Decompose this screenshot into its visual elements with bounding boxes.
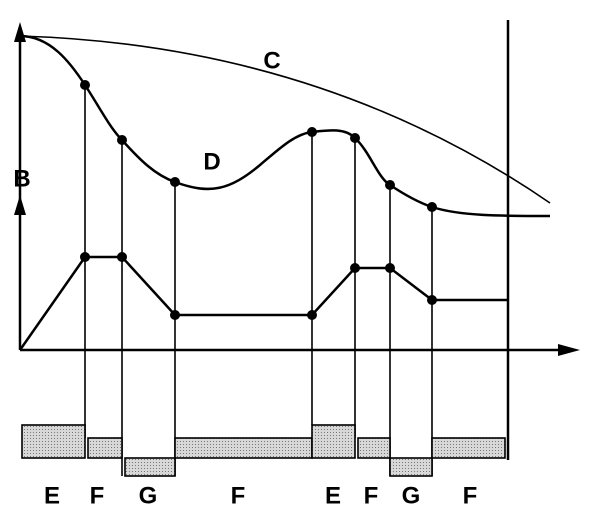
point <box>117 252 127 262</box>
segment-label: F <box>90 482 105 509</box>
bar-f <box>357 437 391 459</box>
point <box>385 263 395 273</box>
point <box>80 80 90 90</box>
point <box>350 133 360 143</box>
bar-f <box>174 437 313 459</box>
point <box>307 310 317 320</box>
point <box>350 263 360 273</box>
bar-e <box>21 424 86 459</box>
point <box>307 127 317 137</box>
segment-label: G <box>402 482 421 509</box>
bar-e <box>311 424 356 459</box>
axis-arrow <box>14 22 26 42</box>
segment-label: F <box>231 482 246 509</box>
segment-label: F <box>463 482 478 509</box>
curve-c <box>19 35 551 204</box>
segment-label: E <box>44 482 60 509</box>
axis-arrow <box>14 195 26 215</box>
segment-label: F <box>364 482 379 509</box>
bar-f <box>431 437 506 459</box>
curve-label: C <box>263 47 280 74</box>
point <box>170 310 180 320</box>
point <box>117 135 127 145</box>
bar-g <box>389 457 433 477</box>
curve-d <box>19 34 551 218</box>
bars <box>21 424 506 477</box>
point <box>427 202 437 212</box>
point <box>170 177 180 187</box>
bar-g <box>124 457 176 477</box>
curve-label: D <box>203 148 220 175</box>
bar-f <box>87 437 123 459</box>
points <box>80 80 437 320</box>
point <box>80 252 90 262</box>
drop-lines <box>84 85 433 476</box>
segment-label: G <box>139 482 158 509</box>
axis-arrow <box>558 344 580 356</box>
point <box>427 295 437 305</box>
point <box>385 180 395 190</box>
axis-label: B <box>13 165 30 192</box>
segment-label: E <box>325 482 341 509</box>
